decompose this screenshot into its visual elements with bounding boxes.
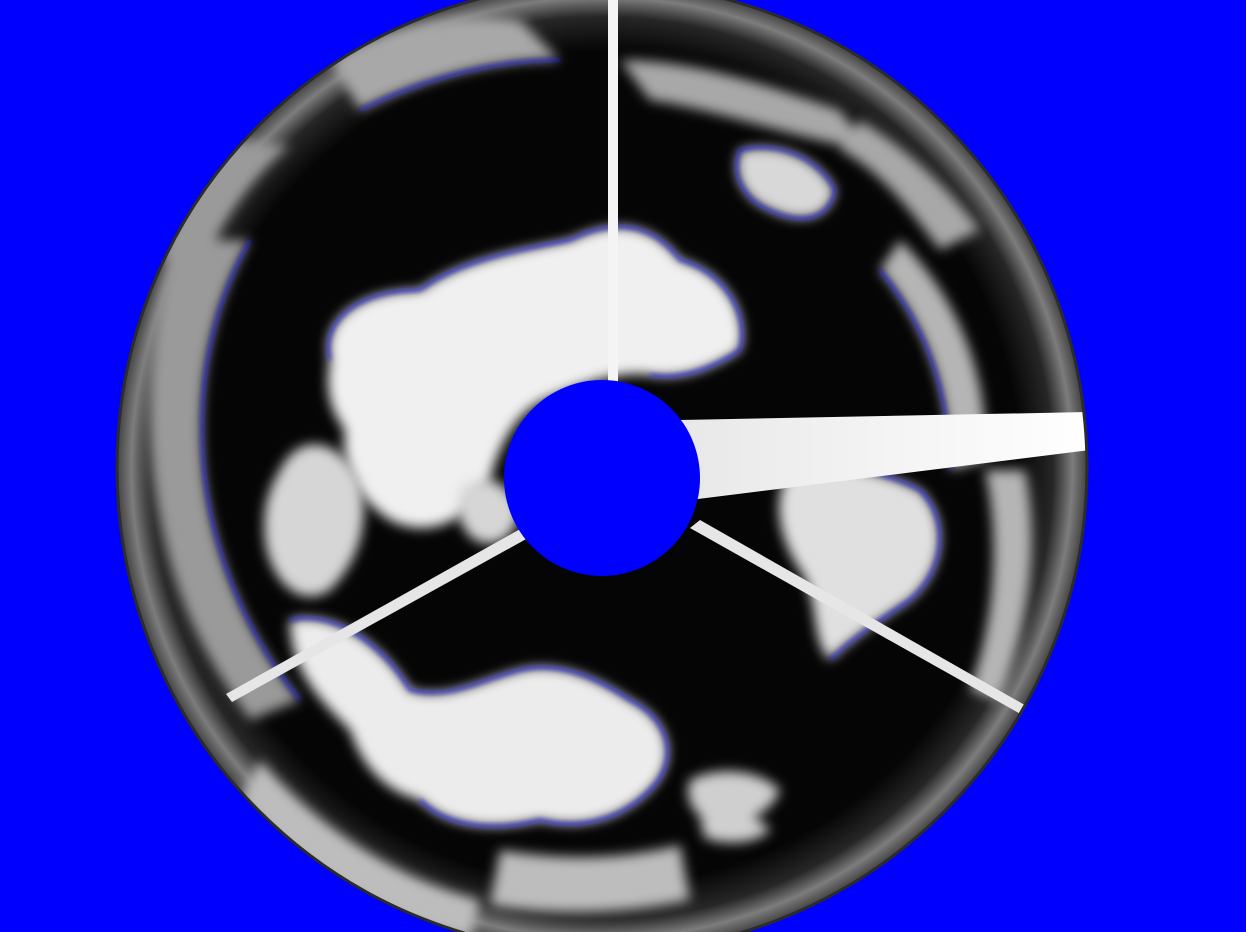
cloud-contours <box>201 59 951 827</box>
camera-arms <box>226 0 1087 716</box>
cloud-center-left <box>264 444 520 597</box>
arm-lower-left <box>226 528 528 702</box>
dome-edge <box>115 0 1089 932</box>
cloud-lower-right <box>688 771 780 843</box>
cloud-lower-central <box>290 618 668 826</box>
cloud-rim-right <box>880 240 1032 700</box>
cloud-upper-central <box>328 226 742 528</box>
cloud-right-middle <box>779 466 940 660</box>
mask-right <box>1090 0 1246 932</box>
cloud-right-upper <box>736 147 835 219</box>
sun-occluder <box>504 380 700 576</box>
arm-right <box>680 412 1087 500</box>
cloud-rim-top <box>330 17 980 250</box>
cloud-rim-bottom <box>240 760 690 932</box>
arm-top <box>608 0 618 385</box>
cloud-rim-left <box>149 140 300 720</box>
arm-lower-right <box>690 520 1030 716</box>
